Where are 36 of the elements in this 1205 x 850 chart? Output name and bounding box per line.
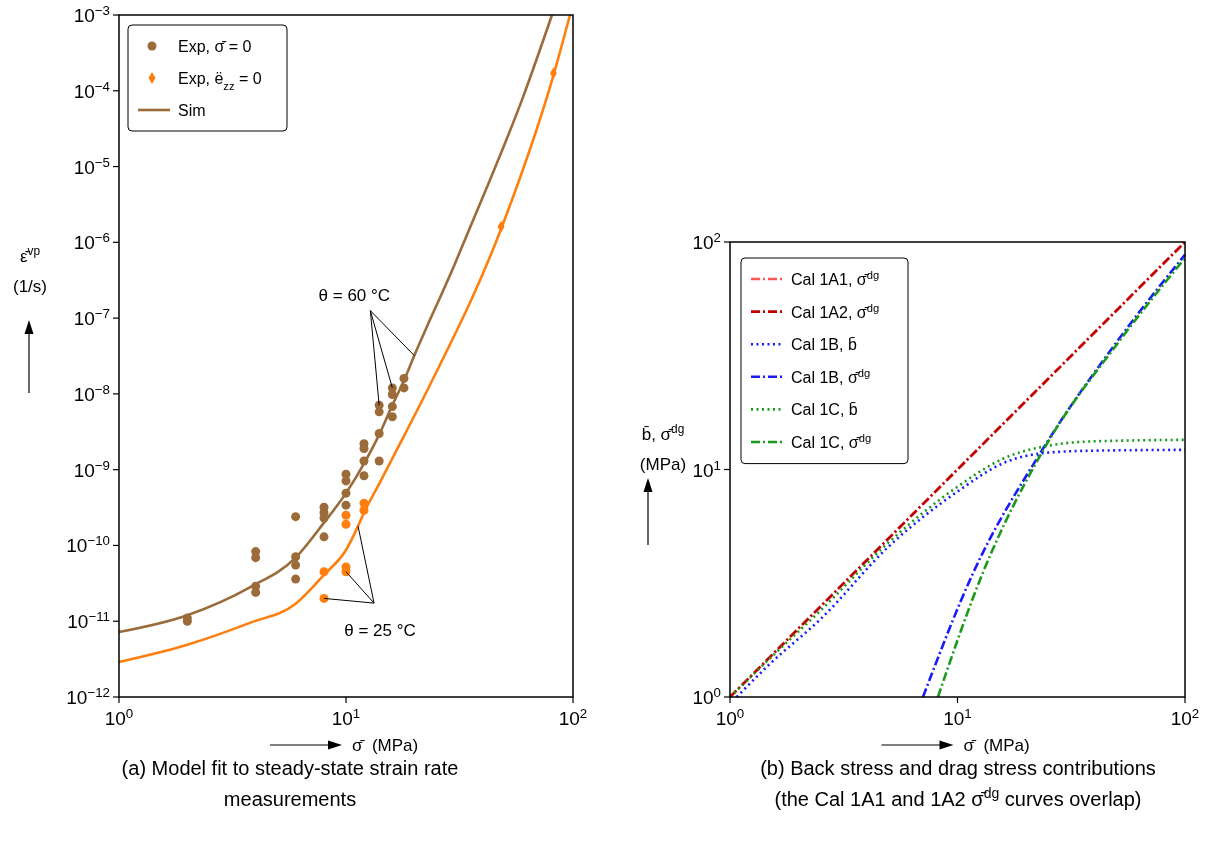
legend-label: Cal 1B, b̄ xyxy=(791,336,857,354)
x-axis-title: σ̄ (MPa) xyxy=(352,736,419,755)
y-tick-label: 10$^{−5}$ xyxy=(73,154,110,178)
annotation: θ = 25 °C xyxy=(344,621,416,641)
text: ε̄̇$^{vp}$ (1/s) xyxy=(13,244,47,296)
x-tick-label: 10$^{2}$ xyxy=(558,705,588,729)
y-tick-label: 10$^{1}$ xyxy=(692,457,721,481)
legend-label: Sim xyxy=(178,102,206,119)
y-tick-label: 10$^{−10}$ xyxy=(66,532,110,557)
x-tick-label: 10$^{1}$ xyxy=(943,705,972,729)
x-axis-title: σ̄ (MPa) xyxy=(963,736,1030,755)
y-tick-label: 10$^{2}$ xyxy=(692,229,721,253)
legend-label: Exp, ë$_{zz}$ = 0 xyxy=(178,70,262,92)
x-tick-label: 10$^{0}$ xyxy=(104,705,134,729)
x-tick-label: 10$^{0}$ xyxy=(715,705,745,729)
x-tick-label: 10$^{2}$ xyxy=(1170,705,1200,729)
legend-label: Exp, σ̄̇ = 0 xyxy=(178,38,252,55)
y-tick-label: 10$^{−3}$ xyxy=(73,2,110,26)
legend-label: Cal 1C, σ̄$^{dg}$ xyxy=(791,432,872,451)
y-tick-label: 10$^{−4}$ xyxy=(73,78,110,102)
legend-label: Cal 1A2, σ̄$^{dg}$ xyxy=(791,301,880,321)
y-tick-label: 10$^{0}$ xyxy=(692,684,721,708)
y-tick-label: 10$^{−8}$ xyxy=(73,381,110,405)
y-tick-label: 10$^{−6}$ xyxy=(73,229,110,254)
text: (a) Model fit to steady-state strain rate measurements xyxy=(121,757,459,810)
y-tick-label: 10$^{−11}$ xyxy=(67,608,110,633)
legend-label: Cal 1B, σ̄$^{dg}$ xyxy=(791,366,871,386)
text: (b) Back stress and drag stress contributions (the Cal 1A1 and 1A2 σ̄$^{dg}$ curves overlap) xyxy=(760,757,1156,810)
annotation: θ = 60 °C xyxy=(318,285,391,305)
text: b̄, σ̄$^{dg}$ (MPa) xyxy=(639,422,687,474)
y-tick-label: 10$^{−9}$ xyxy=(73,457,110,481)
legend-label: Cal 1C, b̄ xyxy=(791,401,858,419)
x-tick-label: 10$^{1}$ xyxy=(331,705,361,729)
y-tick-label: 10$^{−12}$ xyxy=(66,684,110,708)
y-tick-label: 10$^{−7}$ xyxy=(73,305,110,330)
legend-label: Cal 1A1, σ̄$^{dg}$ xyxy=(791,269,880,288)
